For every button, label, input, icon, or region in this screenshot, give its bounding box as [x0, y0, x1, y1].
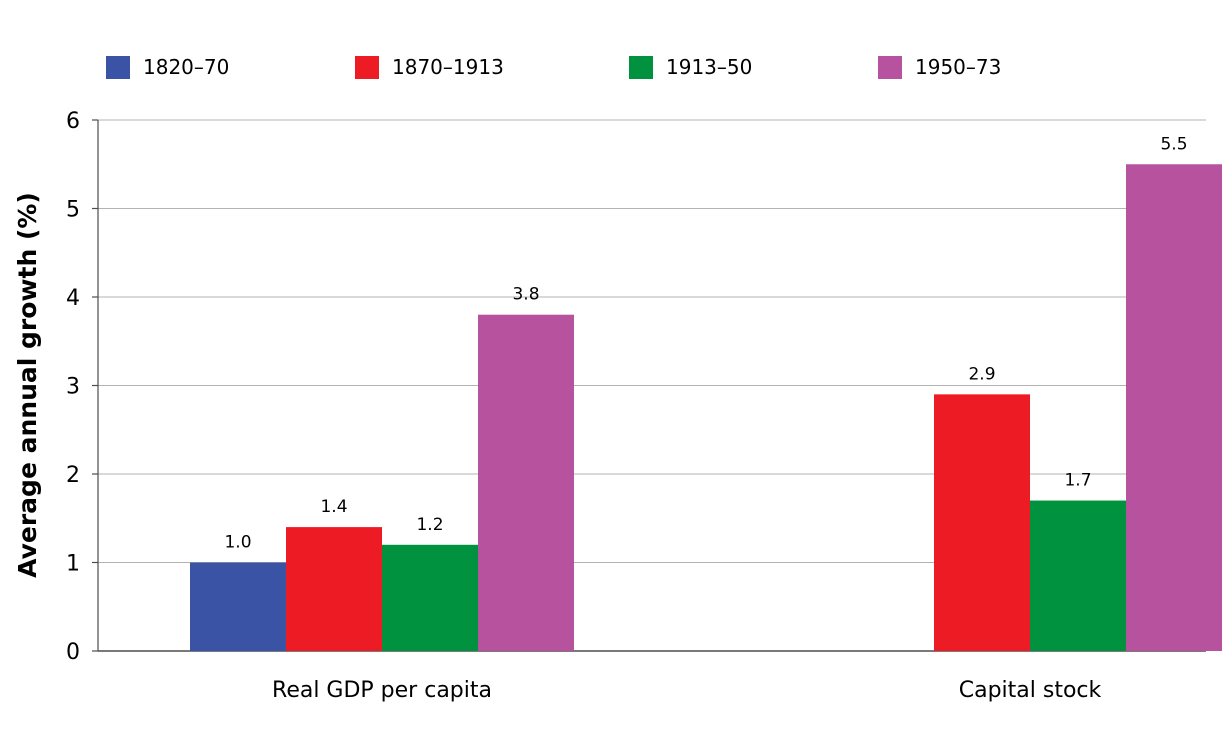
- y-tick-label: 4: [66, 286, 80, 311]
- y-tick-label: 3: [66, 375, 80, 400]
- legend-swatch: [355, 56, 379, 79]
- legend-label: 1820–70: [143, 55, 229, 79]
- value-label: 1.0: [224, 533, 251, 553]
- y-tick-label: 1: [66, 552, 80, 577]
- y-tick-label: 0: [66, 640, 80, 665]
- y-axis-label: Average annual growth (%): [13, 192, 42, 578]
- x-axis-categories: Real GDP per capita Capital stock: [272, 678, 1101, 703]
- legend-swatch: [629, 56, 653, 79]
- value-label: 1.4: [320, 497, 347, 517]
- value-label: 3.8: [512, 285, 539, 305]
- y-tick-label: 6: [66, 109, 80, 134]
- bar-1950-73-0: [478, 314, 574, 651]
- bar-1870-1913-0: [286, 527, 382, 651]
- legend-swatch: [106, 56, 130, 79]
- value-label: 2.9: [968, 364, 995, 384]
- bar-1950-73-1: [1126, 164, 1222, 651]
- bars: [190, 164, 1222, 651]
- x-category-label: Capital stock: [959, 678, 1102, 703]
- legend-label: 1913–50: [666, 55, 752, 79]
- bar-1913-50-1: [1030, 500, 1126, 651]
- y-tick-label: 2: [66, 463, 80, 488]
- legend-label: 1870–1913: [392, 55, 504, 79]
- x-category-label: Real GDP per capita: [272, 678, 492, 703]
- value-label: 5.5: [1160, 134, 1187, 154]
- value-labels: 1.0 1.4 1.2 3.8 2.9 1.7 5.5: [224, 134, 1187, 552]
- bar-1820-70-0: [190, 562, 286, 651]
- bar-1870-1913-1: [934, 394, 1030, 651]
- legend-swatch: [878, 56, 902, 79]
- y-axis-ticks: 0 1 2 3 4 5 6: [66, 109, 99, 665]
- value-label: 1.7: [1064, 471, 1091, 491]
- bar-1913-50-0: [382, 544, 478, 651]
- legend: 1820–70 1870–1913 1913–50 1950–73: [106, 55, 1001, 79]
- y-tick-label: 5: [66, 198, 80, 223]
- value-label: 1.2: [416, 515, 443, 535]
- legend-label: 1950–73: [915, 55, 1001, 79]
